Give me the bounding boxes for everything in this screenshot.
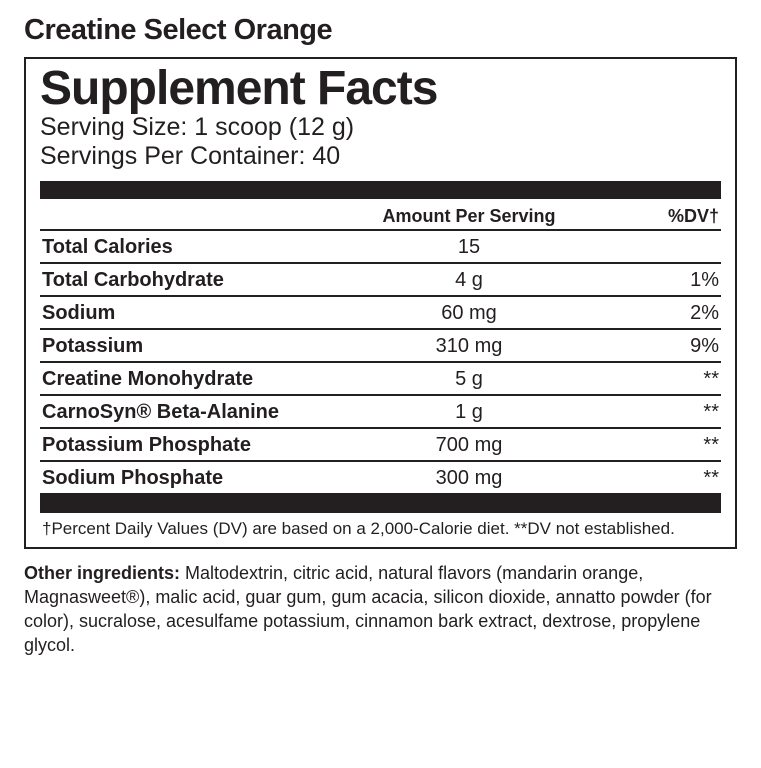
other-ingredients-label: Other ingredients: [24, 563, 185, 583]
supplement-facts-panel: Supplement Facts Serving Size: 1 scoop (… [24, 57, 737, 549]
serving-size-value: 1 scoop (12 g) [194, 113, 354, 141]
nutrient-amount: 4 g [367, 263, 571, 296]
product-title: Creatine Select Orange [24, 14, 737, 47]
nutrient-dv: ** [571, 362, 721, 395]
table-row: Potassium 310 mg 9% [40, 329, 721, 362]
table-row: Creatine Monohydrate 5 g ** [40, 362, 721, 395]
nutrient-amount: 700 mg [367, 428, 571, 461]
table-row: CarnoSyn® Beta-Alanine 1 g ** [40, 395, 721, 428]
nutrient-name: Potassium [40, 329, 367, 362]
divider-bar-bottom [40, 495, 721, 513]
col-header-name [40, 203, 367, 230]
nutrient-dv [571, 230, 721, 263]
nutrient-amount: 310 mg [367, 329, 571, 362]
nutrient-table: Amount Per Serving %DV† Total Calories 1… [40, 203, 721, 495]
servings-per-container-value: 40 [312, 142, 340, 170]
nutrient-name: Creatine Monohydrate [40, 362, 367, 395]
nutrient-amount: 300 mg [367, 461, 571, 494]
nutrient-amount: 1 g [367, 395, 571, 428]
nutrient-dv: ** [571, 395, 721, 428]
nutrient-amount: 15 [367, 230, 571, 263]
nutrient-amount: 60 mg [367, 296, 571, 329]
nutrient-dv: ** [571, 461, 721, 494]
nutrient-amount: 5 g [367, 362, 571, 395]
nutrient-name: Potassium Phosphate [40, 428, 367, 461]
nutrient-name: Sodium [40, 296, 367, 329]
nutrient-dv: 1% [571, 263, 721, 296]
nutrient-dv: ** [571, 428, 721, 461]
nutrient-name: Sodium Phosphate [40, 461, 367, 494]
table-row: Potassium Phosphate 700 mg ** [40, 428, 721, 461]
table-row: Sodium 60 mg 2% [40, 296, 721, 329]
col-header-amount: Amount Per Serving [367, 203, 571, 230]
nutrient-dv: 9% [571, 329, 721, 362]
table-row: Total Calories 15 [40, 230, 721, 263]
serving-size-label: Serving Size: [40, 113, 194, 141]
serving-size: Serving Size: 1 scoop (12 g) [40, 113, 721, 142]
table-row: Sodium Phosphate 300 mg ** [40, 461, 721, 494]
panel-title: Supplement Facts [40, 65, 721, 113]
other-ingredients: Other ingredients: Maltodextrin, citric … [24, 561, 737, 658]
servings-per-container-label: Servings Per Container: [40, 142, 312, 170]
table-header-row: Amount Per Serving %DV† [40, 203, 721, 230]
nutrient-name: Total Calories [40, 230, 367, 263]
dv-footnote: †Percent Daily Values (DV) are based on … [40, 519, 721, 539]
table-row: Total Carbohydrate 4 g 1% [40, 263, 721, 296]
nutrient-name: Total Carbohydrate [40, 263, 367, 296]
nutrient-dv: 2% [571, 296, 721, 329]
nutrient-name: CarnoSyn® Beta-Alanine [40, 395, 367, 428]
col-header-dv: %DV† [571, 203, 721, 230]
servings-per-container: Servings Per Container: 40 [40, 142, 721, 171]
divider-bar-top [40, 181, 721, 199]
